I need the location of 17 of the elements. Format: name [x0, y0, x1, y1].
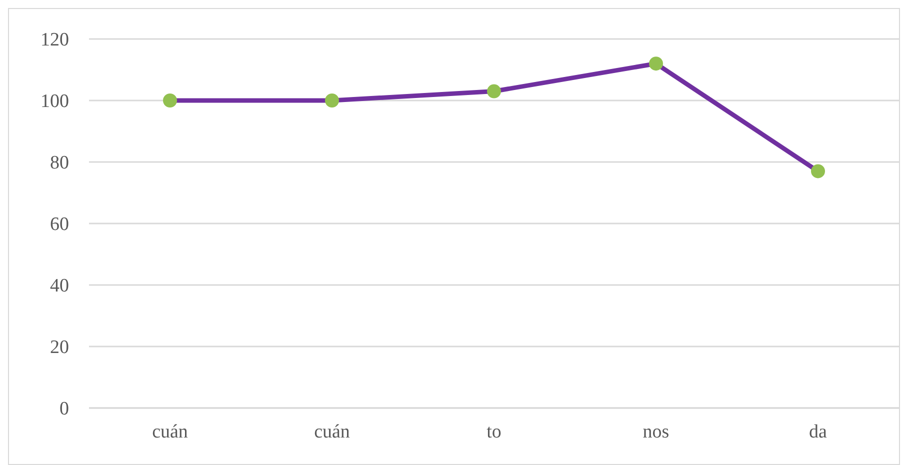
y-tick-label: 60 [50, 214, 69, 236]
x-tick-label: cuán [152, 421, 188, 442]
x-tick-label: da [809, 421, 828, 442]
point [811, 164, 825, 178]
point [649, 56, 663, 71]
x-tick-label: cuán [314, 421, 350, 442]
y-tick-label: 100 [40, 91, 69, 112]
y-tick-label: 0 [60, 398, 69, 420]
y-tick-label: 80 [50, 152, 69, 174]
x-tick-label: nos [642, 421, 670, 442]
x-tick-label: to [486, 421, 502, 442]
y-tick-label: 40 [50, 276, 69, 297]
point [487, 84, 501, 98]
y-tick-label: 20 [50, 337, 69, 358]
y-tick-label: 120 [40, 30, 69, 51]
point [325, 94, 339, 108]
point [163, 94, 177, 108]
